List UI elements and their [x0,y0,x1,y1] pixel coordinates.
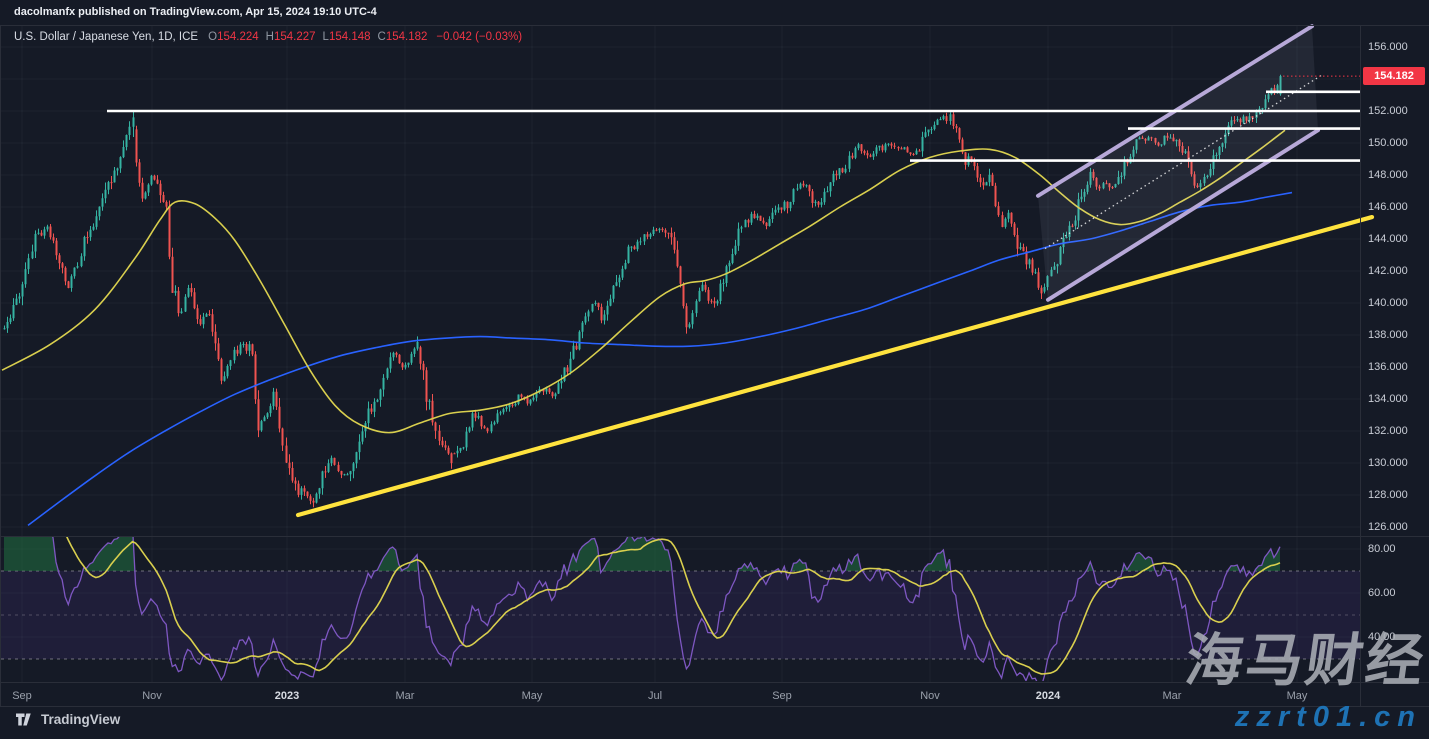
price-scale-hit-area[interactable] [1361,25,1429,682]
time-scale-hit-area[interactable] [0,682,1429,706]
